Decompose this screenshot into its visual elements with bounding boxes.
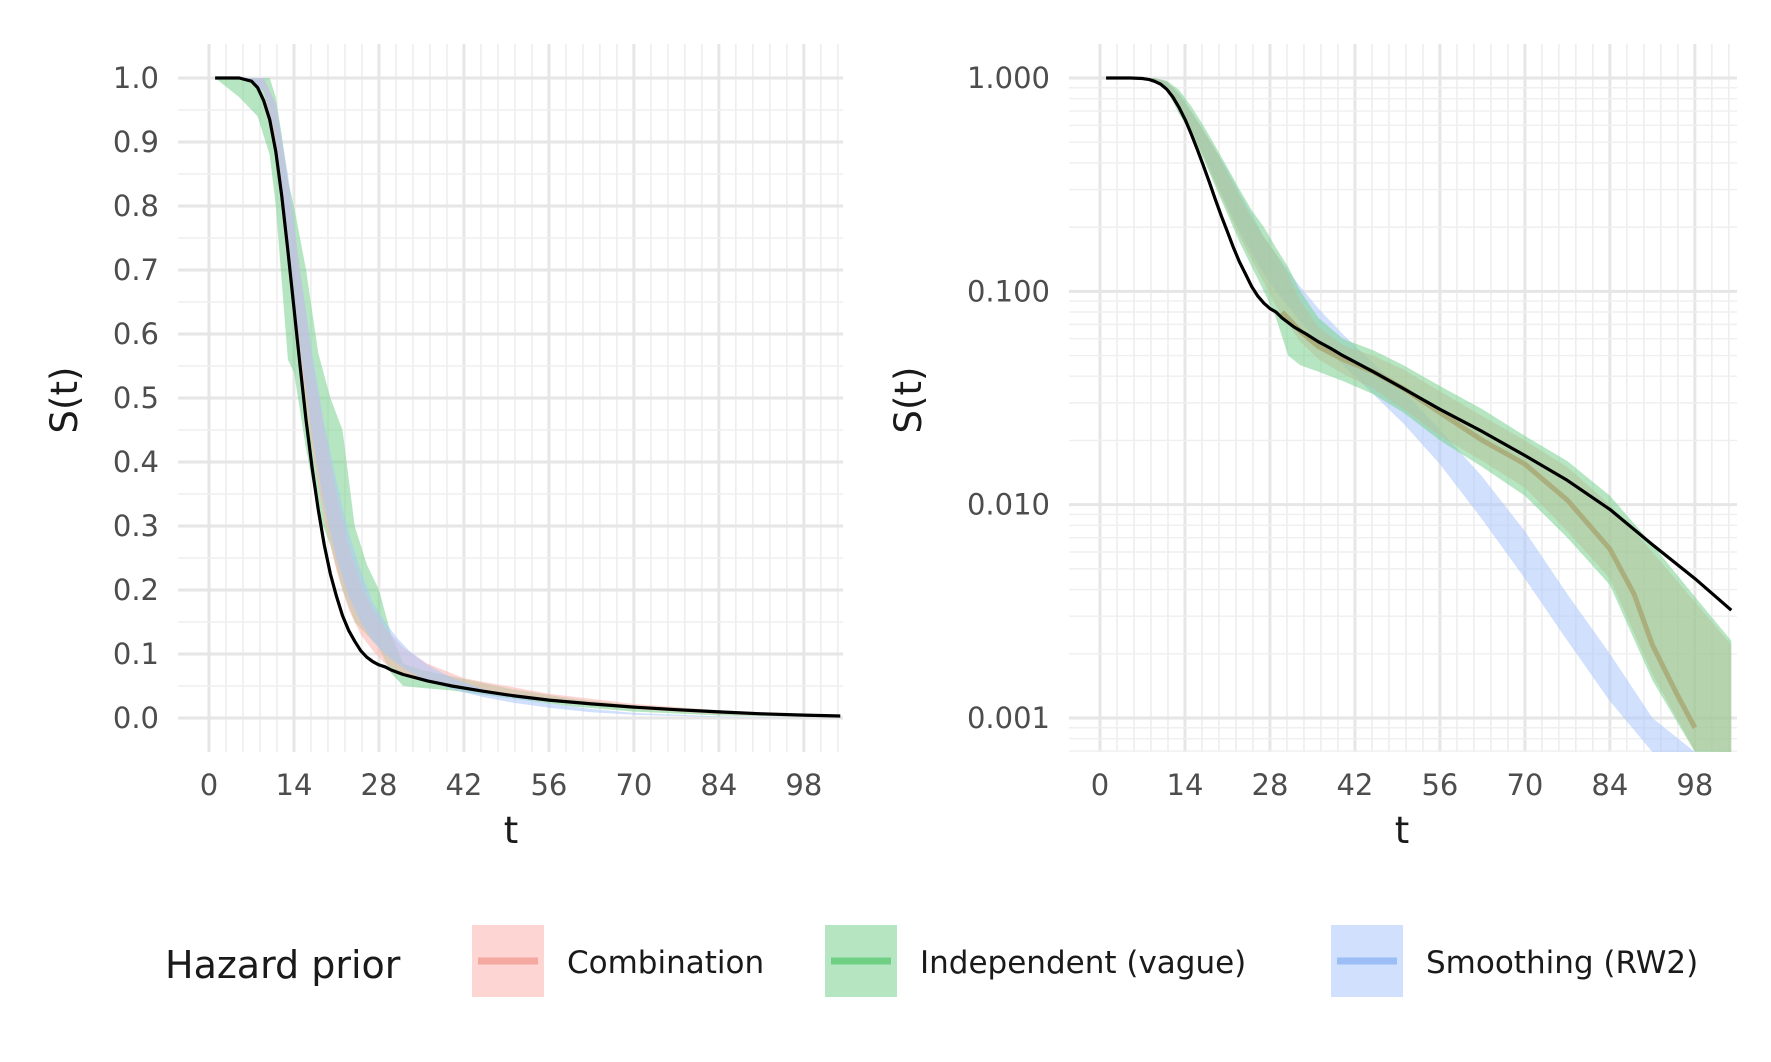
left-grid [178, 44, 843, 752]
legend-item-combination: Combination [472, 925, 764, 997]
left-x-axis-title: t [504, 809, 519, 852]
band-smoothing-rw2 [215, 78, 841, 718]
x-tick-label: 42 [1336, 768, 1373, 802]
line-true [215, 76, 841, 718]
legend-label-independent: Independent (vague) [920, 945, 1246, 981]
line-true [1106, 76, 1733, 612]
x-tick-label: 56 [1421, 768, 1458, 802]
left-bands [215, 78, 841, 718]
left-lines [215, 76, 841, 718]
x-tick-label: 70 [615, 768, 652, 802]
x-tick-label: 84 [1591, 768, 1628, 802]
y-tick-label: 0.9 [113, 125, 159, 159]
y-tick-label: 1.0 [113, 61, 159, 95]
left-tick-labels: 0 14 28 42 56 70 84 98 0.0 0.1 0.2 0.3 0.4 0.5 0.6 0.7 0… [113, 61, 822, 802]
x-tick-label: 14 [1167, 768, 1204, 802]
right-tick-labels: 0 14 28 42 56 70 84 98 0.001 0.010 0.100 1.000 [967, 61, 1713, 802]
x-tick-label: 14 [276, 768, 313, 802]
line-independent-vague-median [1280, 310, 1698, 729]
y-tick-label: 0.100 [967, 274, 1050, 308]
y-tick-label: 1.000 [967, 61, 1050, 95]
left-y-axis-title: S(t) [43, 367, 86, 434]
y-tick-label: 0.7 [113, 253, 159, 287]
legend-item-independent: Independent (vague) [825, 925, 1246, 997]
y-tick-label: 0.5 [113, 381, 159, 415]
legend-label-smoothing: Smoothing (RW2) [1426, 945, 1698, 981]
y-tick-label: 0.0 [113, 701, 159, 735]
y-tick-label: 0.6 [113, 317, 159, 351]
legend-title: Hazard prior [165, 943, 401, 987]
x-tick-label: 0 [1091, 768, 1109, 802]
legend-label-combination: Combination [567, 945, 764, 981]
left-panel: 0 14 28 42 56 70 84 98 0.0 0.1 0.2 0.3 0.4 0.5 0.6 0.7 0… [43, 44, 843, 852]
legend: Hazard prior Combination Independent (va… [165, 925, 1698, 997]
y-tick-label: 0.1 [113, 637, 159, 671]
x-tick-label: 84 [700, 768, 737, 802]
y-tick-label: 0.4 [113, 445, 159, 479]
x-tick-label: 28 [1252, 768, 1289, 802]
right-bands [1106, 78, 1732, 752]
x-tick-label: 98 [1676, 768, 1713, 802]
x-tick-label: 98 [785, 768, 822, 802]
x-tick-label: 28 [361, 768, 398, 802]
right-lines [1106, 76, 1733, 729]
y-tick-label: 0.010 [967, 488, 1050, 522]
x-tick-label: 42 [445, 768, 482, 802]
legend-item-smoothing: Smoothing (RW2) [1331, 925, 1698, 997]
y-tick-label: 0.3 [113, 509, 159, 543]
x-tick-label: 56 [530, 768, 567, 802]
right-grid [1069, 44, 1737, 752]
x-tick-label: 0 [200, 768, 218, 802]
y-tick-label: 0.2 [113, 573, 159, 607]
y-tick-label: 0.001 [967, 701, 1050, 735]
right-y-axis-title: S(t) [887, 367, 930, 434]
right-x-axis-title: t [1395, 809, 1410, 852]
y-tick-label: 0.8 [113, 189, 159, 223]
right-panel: 0 14 28 42 56 70 84 98 0.001 0.010 0.100 1.000 t S(… [887, 44, 1737, 852]
x-tick-label: 70 [1506, 768, 1543, 802]
band-independent-vague [1106, 78, 1732, 752]
